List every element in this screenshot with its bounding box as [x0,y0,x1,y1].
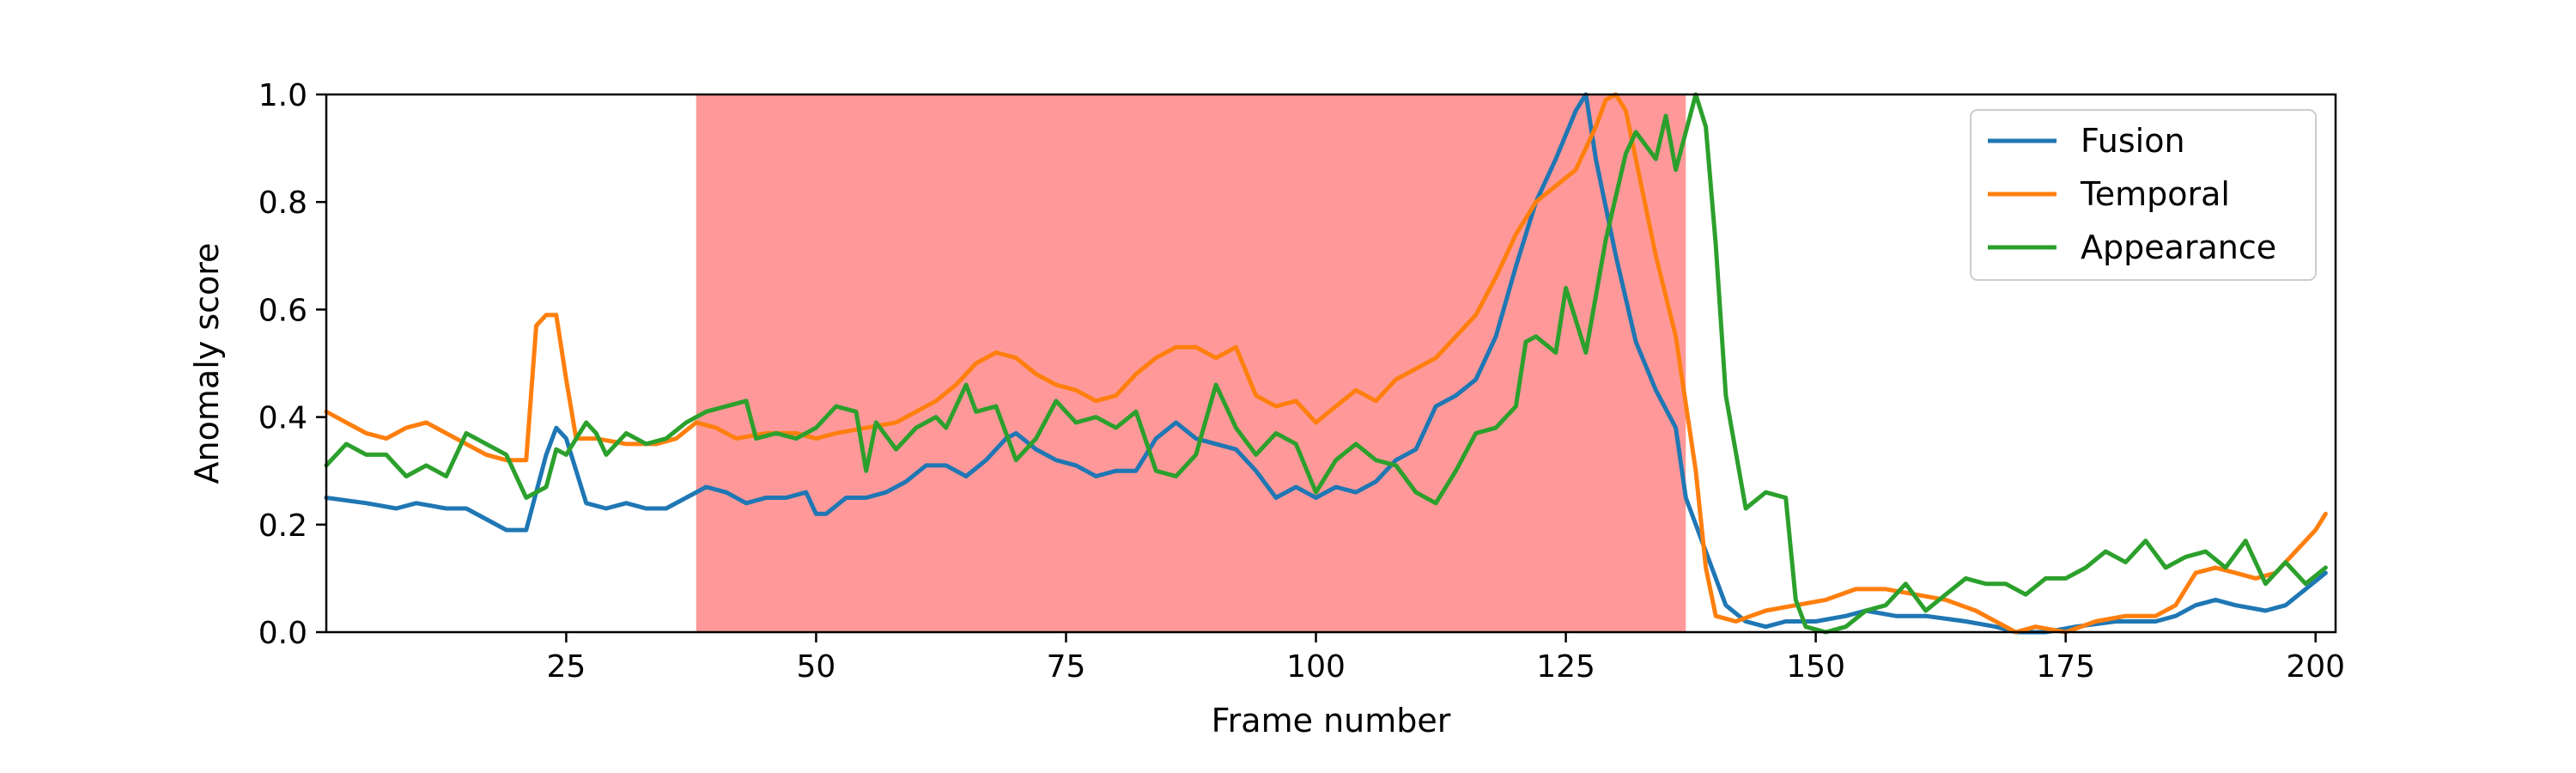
y-tick-label: 0.2 [258,508,307,544]
y-axis-ticks: 0.0 0.2 0.4 0.6 0.8 1.0 [258,78,326,651]
legend-label-temporal: Temporal [2080,175,2230,213]
series-line-appearance [324,92,2328,635]
legend-box [1970,109,2317,281]
legend-label-appearance: Appearance [2081,228,2276,266]
y-tick-label: 0.0 [258,616,307,651]
x-tick-label: 100 [1286,649,1346,685]
y-tick-label: 0.4 [258,401,307,436]
y-tick-label: 0.8 [258,186,307,221]
series-line-fusion [324,92,2328,635]
y-tick-label: 1.0 [258,78,307,113]
anomaly-highlight-region [696,94,1686,632]
x-tick-label: 25 [546,649,586,685]
x-tick-label: 50 [797,649,836,685]
x-tick-label: 175 [2036,649,2095,685]
series-lines [324,92,2328,635]
legend: Fusion Temporal Appearance [1970,109,2317,281]
x-tick-label: 150 [1786,649,1845,685]
x-tick-label: 75 [1047,649,1086,685]
plot-area [324,92,2337,635]
y-tick-label: 0.6 [258,293,307,328]
legend-label-fusion: Fusion [2081,122,2185,160]
x-axis-label: Frame number [1212,702,1451,740]
plot-frame [325,93,2337,634]
y-axis-label: Anomaly score [188,243,226,484]
x-axis-ticks: 25 50 75 100 125 150 175 200 [546,632,2345,685]
x-tick-label: 125 [1536,649,1595,685]
x-tick-label: 200 [2286,649,2345,685]
